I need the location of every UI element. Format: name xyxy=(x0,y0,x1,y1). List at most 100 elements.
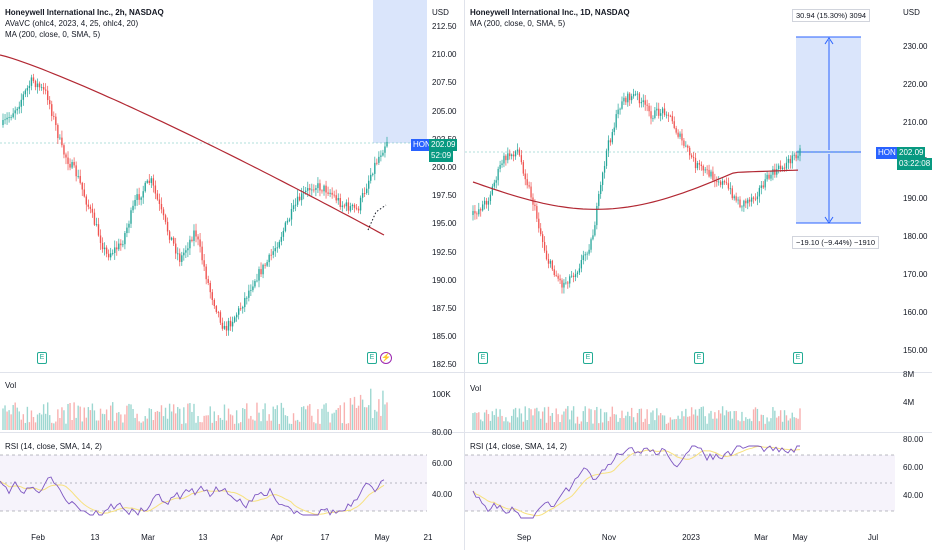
right-candle xyxy=(518,149,521,156)
right-volume-bar xyxy=(677,415,679,430)
right-earnings-icon-1[interactable]: E xyxy=(478,352,488,364)
right-volume-bar xyxy=(472,413,474,430)
left-volume-bar xyxy=(313,422,315,430)
right-candle xyxy=(669,115,672,117)
right-candle xyxy=(580,260,583,269)
left-volume-bar xyxy=(311,415,313,430)
left-indicator-ma[interactable]: MA (200, close, 0, SMA, 5) xyxy=(5,30,101,39)
right-volume-bar xyxy=(507,421,509,430)
left-volume-bar xyxy=(233,423,236,430)
right-earnings-icon-3[interactable]: E xyxy=(694,352,704,364)
right-volume-bar xyxy=(669,417,672,430)
right-volume-bar xyxy=(756,408,759,430)
right-volume-bar xyxy=(739,421,741,430)
right-earnings-icon-4[interactable]: E xyxy=(793,352,803,364)
left-volume-bar xyxy=(256,402,258,430)
right-volume-bar xyxy=(752,409,755,430)
left-chart-canvas[interactable] xyxy=(0,0,464,550)
left-volume-bar xyxy=(242,408,244,430)
left-volume-bar xyxy=(327,411,329,430)
right-volume-bar xyxy=(534,408,536,430)
left-candle xyxy=(368,180,370,189)
right-volume-bar xyxy=(561,414,563,430)
right-price-tick: 230.00 xyxy=(903,42,928,51)
right-chart-canvas[interactable] xyxy=(465,0,932,550)
left-volume-tick: 100K xyxy=(432,390,451,399)
left-candle xyxy=(272,251,274,255)
right-candle xyxy=(511,154,513,157)
right-currency-label: USD xyxy=(903,8,920,17)
left-volume-bar xyxy=(319,423,321,430)
left-candle xyxy=(81,182,83,190)
right-candle xyxy=(764,179,766,188)
left-volume-bar xyxy=(341,423,344,430)
right-candle xyxy=(526,179,528,186)
left-rsi-label[interactable]: RSI (14, close, SMA, 14, 2) xyxy=(5,442,102,451)
right-candle xyxy=(571,275,573,277)
right-candle xyxy=(623,97,625,102)
left-candle xyxy=(365,188,368,194)
left-candle xyxy=(61,137,63,146)
right-volume-bar xyxy=(760,414,763,430)
left-volume-bar xyxy=(34,422,37,430)
left-volume-bar xyxy=(2,408,4,430)
left-projection-line xyxy=(367,204,387,231)
left-earnings-icon-2[interactable]: E xyxy=(367,352,377,364)
right-candle xyxy=(480,209,482,211)
left-candle xyxy=(276,247,278,249)
right-candle xyxy=(750,197,753,202)
left-candle xyxy=(179,253,181,262)
left-candle xyxy=(274,248,276,252)
right-volume-bar xyxy=(733,411,735,430)
left-volume-bar xyxy=(294,420,297,430)
left-candle xyxy=(335,195,337,201)
right-volume-bar xyxy=(578,423,581,430)
right-candle xyxy=(768,174,770,179)
left-candle xyxy=(160,203,163,210)
right-volume-bar xyxy=(545,422,548,430)
right-candle xyxy=(752,197,755,199)
right-volume-bar xyxy=(601,422,604,430)
right-candle xyxy=(762,185,764,188)
left-candle xyxy=(42,87,45,90)
left-candle xyxy=(120,243,122,246)
right-volume-bar xyxy=(648,423,650,430)
right-volume-bar xyxy=(785,415,788,430)
left-indicator-avavc[interactable]: AVaVC (ohlc4, 2023, 4, 25, ohlc4, 20) xyxy=(5,19,139,28)
left-candle xyxy=(181,255,183,262)
left-price-tick: 207.50 xyxy=(432,78,457,88)
right-volume-bar xyxy=(776,417,778,430)
panel-separator[interactable] xyxy=(464,0,465,550)
left-x-tick: Apr xyxy=(270,533,284,542)
right-price-tick: 170.00 xyxy=(903,270,928,279)
right-candle xyxy=(723,181,726,183)
measure-down-label: −19.10 (−9.44%) −1910 xyxy=(792,236,880,249)
left-volume-bar xyxy=(63,410,65,430)
left-candle xyxy=(87,204,90,207)
right-candle xyxy=(770,174,772,179)
right-candle xyxy=(483,200,486,205)
right-rsi-label[interactable]: RSI (14, close, SMA, 14, 2) xyxy=(470,442,567,451)
right-volume-bar xyxy=(596,406,598,430)
left-candle xyxy=(221,322,224,329)
lightning-icon[interactable]: ⚡ xyxy=(380,352,392,364)
right-volume-bar xyxy=(663,415,666,430)
right-earnings-icon-2[interactable]: E xyxy=(583,352,593,364)
left-earnings-icon-1[interactable]: E xyxy=(37,352,47,364)
right-candle xyxy=(774,169,776,175)
left-chart-panel[interactable]: Honeywell International Inc., 2h, NASDAQ… xyxy=(0,0,464,550)
left-candle xyxy=(112,252,114,254)
right-chart-panel[interactable]: Honeywell International Inc., 1D, NASDAQ… xyxy=(465,0,932,550)
left-legend: Honeywell International Inc., 2h, NASDAQ… xyxy=(5,7,164,40)
right-volume-bar xyxy=(553,422,555,430)
right-candle xyxy=(512,154,515,157)
measure-up-label: 30.94 (15.30%) 3094 xyxy=(792,9,871,22)
right-volume-bar xyxy=(526,420,528,430)
right-candle xyxy=(582,255,584,261)
right-indicator-ma[interactable]: MA (200, close, 0, SMA, 5) xyxy=(470,19,566,28)
left-volume-bar xyxy=(73,402,75,430)
right-volume-bar xyxy=(650,412,652,430)
left-volume-bar xyxy=(150,409,153,430)
right-candle xyxy=(689,147,691,156)
right-candle xyxy=(534,204,536,207)
